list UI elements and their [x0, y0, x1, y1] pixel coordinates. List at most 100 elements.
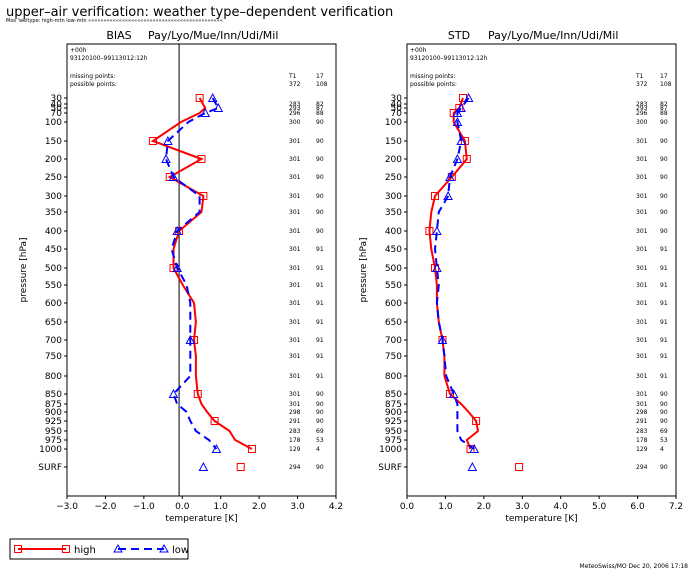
series-low-marker [211, 443, 222, 453]
series-high-marker [515, 463, 524, 471]
y-tick-label: 550 [385, 281, 402, 291]
count-high: 293 [289, 105, 301, 112]
possible-points-label: possible points: [70, 81, 117, 88]
series-low-marker [469, 443, 480, 453]
y-tick-label: SURF [378, 463, 402, 473]
y-tick-label: 875 [385, 400, 402, 410]
y-tick-label: 150 [385, 137, 402, 147]
y-tick-label: 150 [45, 137, 62, 147]
y-tick-label: 750 [385, 352, 402, 362]
y-tick-label: 50 [391, 104, 403, 114]
legend-low-marker-left [113, 543, 123, 553]
panel-title: BIAS [106, 29, 131, 42]
y-tick-label: 200 [385, 155, 402, 165]
y-tick-label: 250 [45, 173, 62, 183]
count-high: 301 [289, 282, 301, 289]
count-high: 283 [636, 428, 648, 435]
count-high: 300 [289, 119, 301, 126]
count-low: 53 [660, 437, 668, 444]
count-low: 82 [660, 101, 668, 108]
count-high: 301 [289, 337, 301, 344]
std-panel: STD Pay/Lyo/Mue/Inn/Udi/Mil +00h93120100–9… [359, 29, 683, 524]
count-low: 91 [660, 337, 668, 344]
x-tick-label: −3.0 [56, 502, 78, 512]
y-tick-label: 400 [45, 227, 62, 237]
series-high-line [150, 97, 253, 450]
x-tick-label: 4.2 [329, 502, 343, 512]
count-high: 301 [636, 265, 648, 272]
series-low-marker [185, 334, 196, 344]
bias-panel: BIAS Pay/Lyo/Mue/Inn/Udi/Mil +00h93120100–… [19, 29, 343, 524]
x-tick-label: 5.0 [592, 502, 607, 512]
y-tick-label: 975 [45, 436, 62, 446]
y-tick-label: 400 [385, 227, 402, 237]
count-high: 283 [636, 101, 648, 108]
y-tick-label: 350 [45, 208, 62, 218]
count-high: 301 [289, 319, 301, 326]
y-tick-label: 850 [385, 390, 402, 400]
x-tick-label: 2.0 [477, 502, 492, 512]
count-low: 91 [316, 265, 324, 272]
count-low: 90 [660, 391, 668, 398]
series-low-line [164, 97, 220, 450]
series-low-marker [467, 461, 478, 471]
y-tick-label: 1000 [39, 445, 62, 455]
count-high: 301 [636, 391, 648, 398]
count-high: 301 [289, 193, 301, 200]
y-tick-label: 100 [45, 118, 62, 128]
series-low-marker [452, 153, 463, 163]
series-low-marker [443, 190, 453, 200]
series-low-marker [445, 171, 455, 181]
count-low: 88 [316, 110, 324, 117]
series-high-marker [431, 192, 440, 200]
count-low: 91 [316, 246, 324, 253]
series-low-marker [168, 171, 179, 181]
legend-low-label: low [172, 545, 189, 556]
count-low: 90 [660, 119, 668, 126]
series-low-marker [456, 102, 467, 112]
count-high: 293 [636, 105, 648, 112]
count-low: 4 [660, 446, 664, 453]
count-low: 91 [660, 246, 668, 253]
count-high: 178 [636, 437, 648, 444]
x-tick-label: 4.0 [554, 502, 569, 512]
x-tick-label: 3.0 [290, 502, 305, 512]
legend-low-marker-right [159, 543, 169, 553]
count-low: 90 [316, 464, 324, 471]
legend-high-label: high [74, 545, 96, 556]
count-high: 296 [636, 110, 648, 117]
y-tick-label: 40 [391, 100, 403, 110]
count-low: 90 [660, 401, 668, 408]
count-total-high: 372 [636, 81, 648, 88]
y-tick-label: 450 [385, 245, 402, 255]
count-high: 296 [289, 110, 301, 117]
count-low: 90 [316, 401, 324, 408]
series-high-marker [472, 417, 481, 425]
y-tick-label: 950 [385, 427, 402, 437]
missing-points-label: missing points: [70, 73, 115, 80]
count-low: 90 [316, 193, 324, 200]
count-low: 53 [316, 437, 324, 444]
count-low: 90 [316, 418, 324, 425]
count-high: 301 [636, 174, 648, 181]
count-low: 69 [660, 428, 668, 435]
count-low: 91 [316, 300, 324, 307]
series-low-marker [463, 92, 474, 102]
count-low: 90 [660, 409, 668, 416]
x-tick-label: 1.0 [438, 502, 453, 512]
series-low-marker [456, 135, 467, 145]
y-tick-label: 350 [385, 208, 402, 218]
count-low: 90 [660, 209, 668, 216]
series-low-marker [452, 116, 463, 126]
y-tick-label: 30 [51, 94, 63, 104]
series-low-marker [161, 153, 171, 163]
count-low: 69 [316, 428, 324, 435]
count-high: 301 [636, 156, 648, 163]
count-high: 291 [289, 418, 301, 425]
series-high-marker [247, 445, 256, 453]
count-low: 91 [316, 373, 324, 380]
missing-points-label: missing points: [410, 73, 455, 80]
count-low: 90 [660, 156, 668, 163]
y-tick-label: 875 [45, 400, 62, 410]
